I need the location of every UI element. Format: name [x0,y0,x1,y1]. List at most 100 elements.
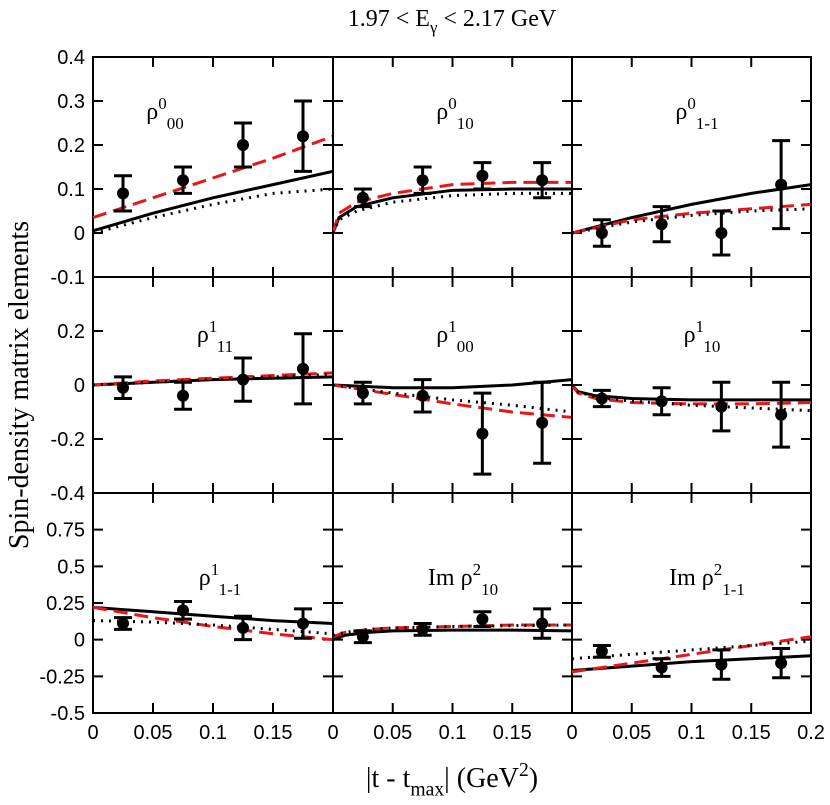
panel-frame [571,56,812,278]
y-tick-label: -0.4 [51,483,85,505]
label-sup: 0 [448,94,457,113]
model-curve [93,372,333,387]
panel-frame [92,276,334,494]
x-tick-label: 0.1 [678,722,706,744]
model-curve [572,384,811,413]
y-tick-label: -0.5 [51,703,85,725]
label-base: ρ [146,99,158,125]
label-sub: 10 [457,114,474,133]
panel-frame [332,276,573,494]
y-tick-label: 0.2 [57,135,85,157]
y-tick-label: 0.5 [57,556,85,578]
panel-label: Im ρ210 [428,560,498,599]
data-point [655,395,668,408]
text-segment: < 2.17 GeV [437,6,557,32]
model-curve [333,623,572,639]
panel-frame [571,492,812,714]
label-sup: 1 [211,560,219,579]
text-segment: |t - t [366,763,411,794]
label-sub: 1-1 [219,580,242,599]
y-tick-label: 0.4 [57,47,85,69]
data-point [297,130,309,143]
model-curve [93,605,333,642]
label-base: ρ [436,99,448,125]
y-tick-label: 0 [74,630,85,652]
label-base: Im ρ [669,565,714,591]
text-segment: 1.97 < E [348,6,430,32]
model-curve [572,207,811,235]
x-tick-label: 0.05 [373,722,412,744]
label-sub: 1-1 [696,114,719,133]
label-sup: 1 [209,317,217,336]
data-point [715,400,728,413]
y-tick-label: -0.1 [51,267,85,289]
x-tick-label: 0.15 [254,722,293,744]
data-point [536,174,549,187]
x-tick-label: 0 [327,722,338,744]
data-point [536,617,549,630]
label-base: ρ [436,322,448,348]
model-curve [572,654,811,672]
model-curve [333,628,572,642]
label-sup: 1 [696,317,704,336]
y-axis-label: Spin-density matrix elements [4,221,35,549]
x-tick-label: 0.1 [199,722,227,744]
data-point [177,174,189,187]
x-tick-label: 0 [566,722,577,744]
data-point [655,661,668,674]
model-curve [333,180,572,234]
panel-label: ρ010 [436,94,473,133]
panel-frame [92,56,334,278]
text-segment: | (GeV [444,763,519,794]
text-segment: max [410,779,444,800]
y-tick-label: -0.2 [51,429,85,451]
data-point [416,389,429,402]
y-tick-label: 0.2 [57,321,85,343]
panel-label: ρ111 [197,317,233,356]
model-curve [572,384,811,402]
panel-frame [92,492,334,714]
model-curve [333,383,572,414]
data-point [775,178,788,191]
model-curve [93,605,333,626]
panel-frame [571,276,812,494]
panel-label: ρ110 [684,317,721,356]
model-curve [93,134,333,220]
panel-label: ρ11-1 [199,560,242,599]
data-point [775,408,788,421]
label-base: Im ρ [428,565,473,591]
data-point [775,657,788,670]
label-sub: 10 [703,337,720,356]
label-base: ρ [197,322,209,348]
data-point [356,191,369,204]
label-base: ρ [199,565,211,591]
data-point [476,613,489,626]
text-segment: γ [429,18,438,37]
data-point [177,389,189,402]
figure-title: 1.97 < Eγ < 2.17 GeV [348,6,557,37]
x-tick-label: 0.2 [797,722,825,744]
panel-label: ρ100 [436,317,473,356]
data-point [595,227,608,239]
x-tick-label: 0.05 [612,722,651,744]
model-curve [333,378,572,390]
panel-label: ρ000 [146,94,183,133]
label-sup: 0 [158,94,167,113]
label-sub: 11 [217,337,233,356]
x-tick-label: 0 [87,722,98,744]
panel-frame [332,492,573,714]
label-sub: 1-1 [722,580,745,599]
model-curve [93,187,333,235]
label-base: ρ [675,99,687,125]
data-point [297,617,309,630]
data-point [356,387,369,400]
x-tick-label: 0.15 [732,722,771,744]
label-base: ρ [684,322,696,348]
y-tick-label: 0.25 [46,593,85,615]
label-sup: 0 [687,94,696,113]
panel-label: ρ01-1 [675,94,718,133]
y-tick-label: 0.1 [57,179,85,201]
y-tick-label: 0 [74,375,85,397]
x-tick-label: 0.15 [493,722,532,744]
